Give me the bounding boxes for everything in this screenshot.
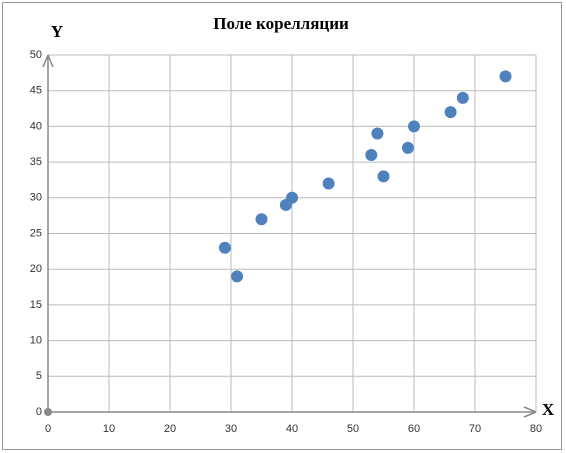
point — [456, 91, 469, 104]
y-tick-label: 35 — [30, 156, 42, 168]
x-tick-label: 80 — [530, 423, 542, 435]
x-tick-label: 70 — [469, 423, 481, 435]
point — [255, 213, 268, 226]
y-tick-label: 25 — [30, 227, 42, 239]
x-tick-label: 30 — [225, 423, 237, 435]
y-tick-label: 45 — [30, 85, 42, 97]
point — [377, 170, 390, 183]
point — [286, 191, 298, 204]
y-tick-label: 50 — [30, 49, 42, 61]
chart-frame — [2, 2, 562, 450]
y-tick-label: 5 — [36, 370, 42, 382]
point — [408, 120, 420, 133]
y-axis-arrow — [42, 54, 54, 68]
point — [499, 70, 512, 83]
x-tick-label: 40 — [286, 423, 298, 435]
x-tick-label: 60 — [408, 423, 420, 435]
x-tick-label: 20 — [164, 423, 176, 435]
point — [401, 141, 414, 154]
y-axis-label: Y — [51, 22, 63, 41]
y-tick-label: 10 — [30, 335, 42, 347]
chart-title: Поле корелляции — [213, 14, 349, 33]
y-tick-label: 30 — [30, 192, 42, 204]
point — [218, 241, 231, 254]
origin-marker — [44, 408, 52, 416]
x-tick-label: 0 — [45, 423, 51, 435]
y-tick-label: 0 — [36, 406, 42, 418]
x-tick-label: 10 — [103, 423, 115, 435]
point — [444, 106, 457, 119]
y-tick-label: 15 — [30, 299, 42, 311]
point — [231, 270, 244, 283]
y-tick-label: 40 — [30, 120, 42, 132]
x-axis-arrow — [523, 406, 537, 418]
x-axis-label: X — [542, 400, 555, 419]
y-tick-label: 20 — [30, 263, 42, 275]
point — [365, 148, 378, 161]
x-tick-label: 50 — [347, 423, 359, 435]
point — [322, 177, 335, 190]
point — [371, 127, 384, 140]
